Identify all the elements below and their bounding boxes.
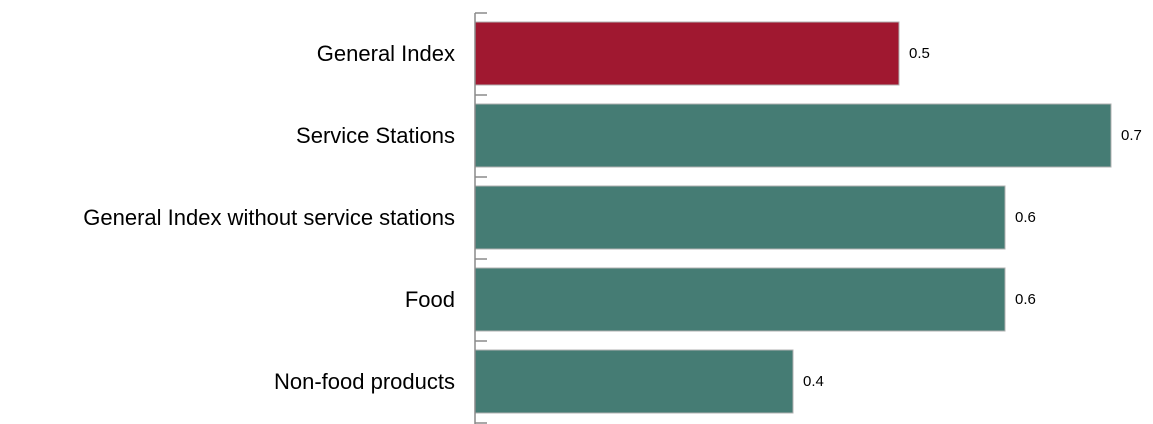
data-label: 0.4 (803, 373, 824, 390)
category-label: Food (405, 287, 455, 312)
axis-ticks (475, 12, 487, 424)
data-label: 0.6 (1015, 291, 1036, 308)
category-label: General Index (317, 41, 455, 66)
data-labels: 0.5 0.7 0.6 0.6 0.4 (803, 45, 1142, 390)
bar (474, 349, 794, 414)
category-label: Service Stations (296, 123, 455, 148)
data-label: 0.5 (909, 45, 930, 62)
category-label: General Index without service stations (83, 205, 455, 230)
data-label: 0.7 (1121, 127, 1142, 144)
category-label: Non-food products (274, 369, 455, 394)
bar (474, 103, 1112, 168)
data-label: 0.6 (1015, 209, 1036, 226)
category-labels: General Index Service Stations General Ind… (83, 41, 455, 394)
bar (474, 185, 1006, 250)
bar (474, 21, 900, 86)
bars-group (474, 21, 1112, 414)
bar (474, 267, 1006, 332)
